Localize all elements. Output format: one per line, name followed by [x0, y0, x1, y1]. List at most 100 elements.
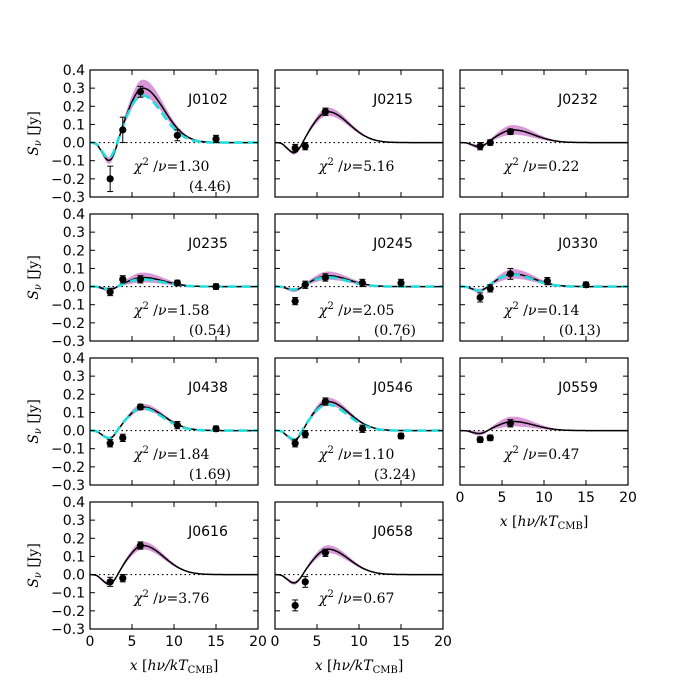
- data-point: [397, 432, 405, 440]
- data-point: [321, 107, 329, 116]
- plot-area: [90, 79, 258, 193]
- x-tick-label: 10: [165, 634, 183, 650]
- data-point: [506, 267, 514, 280]
- data-point: [301, 142, 309, 151]
- data-marker: [173, 421, 181, 429]
- y-tick-label: −0.2: [51, 172, 85, 188]
- panel-title: J0616: [187, 524, 228, 540]
- plot-area: [275, 107, 443, 155]
- y-tick-label: 0.3: [63, 513, 85, 529]
- x-tick-label: 20: [249, 634, 267, 650]
- data-marker: [212, 135, 220, 143]
- y-tick-label: 0.2: [63, 387, 85, 403]
- data-marker: [119, 434, 127, 442]
- data-point: [358, 278, 366, 288]
- data-point: [506, 419, 514, 428]
- y-tick-label: 0.1: [63, 261, 85, 277]
- y-axis-label: Sν [Jy]: [26, 399, 44, 444]
- data-point: [119, 116, 127, 144]
- y-tick-label: −0.3: [51, 190, 85, 206]
- data-point: [321, 273, 329, 282]
- data-marker: [301, 281, 309, 289]
- data-marker: [582, 281, 590, 289]
- data-point: [321, 397, 329, 406]
- x-tick-label: 15: [577, 490, 595, 506]
- plot-area: [90, 541, 258, 587]
- data-marker: [506, 270, 514, 278]
- y-tick-label: −0.1: [51, 586, 85, 602]
- data-marker: [301, 142, 309, 150]
- data-point: [136, 403, 144, 411]
- data-point: [173, 279, 181, 287]
- y-tick-label: 0.0: [63, 424, 85, 440]
- y-tick-label: 0.2: [63, 99, 85, 115]
- data-point: [291, 439, 299, 448]
- data-point: [212, 282, 220, 291]
- alt-model-line: [90, 278, 258, 291]
- data-marker: [173, 279, 181, 287]
- data-point: [212, 425, 220, 433]
- alt-chi2-label: (1.69): [189, 467, 231, 483]
- y-tick-label: 0.0: [63, 568, 85, 584]
- data-marker: [136, 88, 144, 96]
- y-tick-label: 0.3: [63, 81, 85, 97]
- panel-frame: [459, 357, 629, 486]
- x-tick-label: 0: [271, 634, 280, 650]
- data-point: [358, 424, 366, 433]
- x-tick-label: 15: [392, 634, 410, 650]
- data-point: [106, 576, 114, 587]
- data-point: [397, 278, 405, 288]
- data-point: [543, 277, 551, 286]
- y-axis-label: Sν [Jy]: [26, 255, 44, 300]
- alt-chi2-label: (0.76): [374, 323, 416, 339]
- x-axis-label: x [hν/kTCMB]: [315, 658, 404, 676]
- x-tick-label: 5: [498, 490, 507, 506]
- data-point: [119, 275, 127, 284]
- data-marker: [212, 282, 220, 291]
- chi2-label: χ2 /ν=2.05: [318, 301, 394, 319]
- data-point: [173, 421, 181, 430]
- data-marker: [301, 430, 309, 438]
- data-marker: [119, 275, 127, 283]
- data-point: [106, 439, 114, 448]
- y-tick-label: 0.4: [63, 207, 85, 223]
- data-point: [212, 134, 220, 144]
- data-point: [136, 541, 144, 550]
- data-point: [119, 574, 127, 583]
- y-tick-label: 0.0: [63, 280, 85, 296]
- chi2-label: χ2 /ν=1.10: [318, 445, 394, 463]
- y-tick-label: 0.1: [63, 549, 85, 565]
- y-tick-label: −0.3: [51, 478, 85, 494]
- data-point: [486, 284, 494, 293]
- panel-frame: [274, 213, 444, 342]
- data-marker: [106, 288, 114, 296]
- data-marker: [136, 275, 144, 283]
- data-point: [301, 575, 309, 588]
- data-point: [476, 142, 484, 151]
- chi2-label: χ2 /ν=0.14: [503, 301, 580, 319]
- data-marker: [358, 425, 366, 433]
- data-marker: [321, 273, 329, 282]
- chi2-label: χ2 /ν=1.84: [133, 445, 210, 463]
- data-marker: [321, 397, 329, 406]
- data-point: [173, 129, 181, 142]
- data-point: [506, 128, 514, 136]
- panel-title: J0215: [372, 92, 413, 108]
- data-marker: [506, 419, 514, 427]
- data-marker: [543, 277, 551, 285]
- data-point: [486, 138, 494, 147]
- data-point: [291, 296, 299, 306]
- data-marker: [119, 126, 127, 134]
- plot-area: [90, 272, 258, 297]
- y-tick-label: 0.1: [63, 117, 85, 133]
- plot-area: [275, 545, 443, 612]
- alt-chi2-label: (0.13): [559, 323, 601, 339]
- model-line: [90, 544, 258, 585]
- data-marker: [506, 128, 514, 136]
- alt-model-line: [90, 406, 258, 440]
- alt-chi2-label: (3.24): [374, 467, 416, 483]
- x-tick-label: 15: [207, 634, 225, 650]
- y-tick-label: −0.2: [51, 316, 85, 332]
- data-point: [476, 292, 484, 303]
- alt-model-line: [275, 403, 443, 441]
